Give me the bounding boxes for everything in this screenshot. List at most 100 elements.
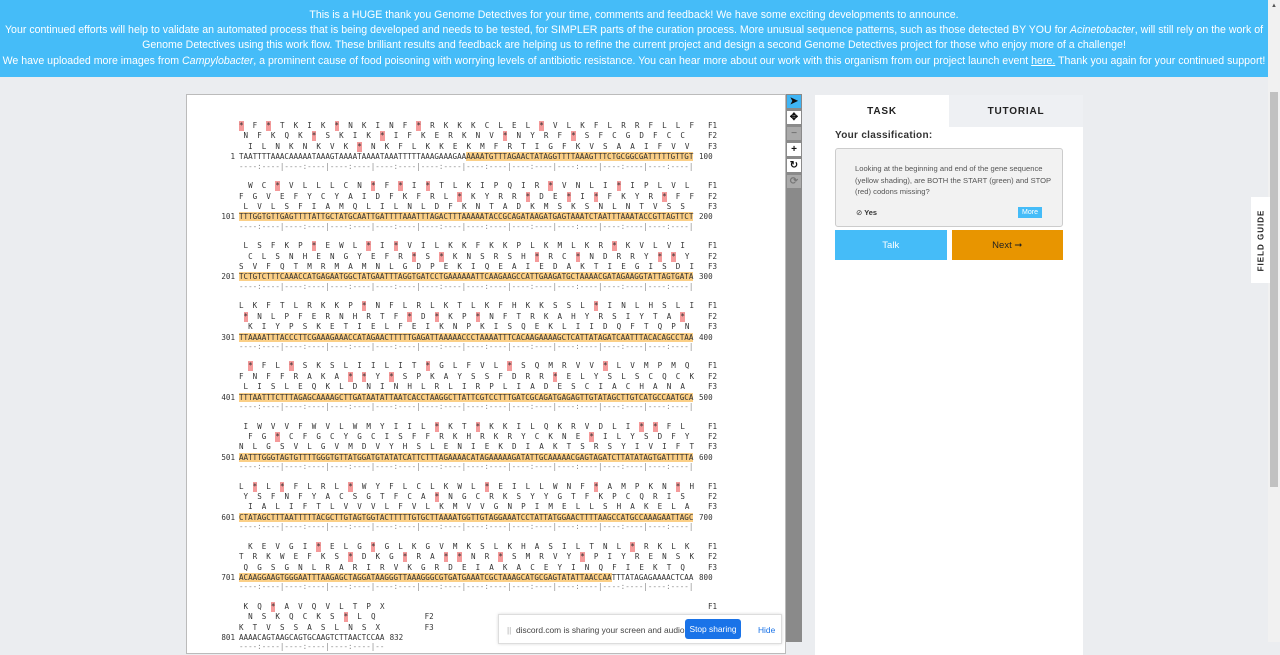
amino-acid: S [580,442,585,452]
amino-acid: F [675,191,681,201]
amino-acid: R [653,492,658,501]
amino-acid: F [239,191,244,201]
amino-acid: L [421,421,426,431]
amino-acid: T [293,262,299,271]
amino-acid: E [539,262,544,271]
dna-sequence: AATTTGGGTAGTGTTTTGGGTGTTATGGATGTATATCATT… [239,452,694,463]
amino-acid: Q [639,492,644,501]
amino-acid: K [448,241,453,251]
amino-acid: S [330,612,335,622]
amino-acid: P [461,311,467,321]
stop-codon-mark: * [657,251,663,262]
stop-codon-mark: * [675,481,681,492]
amino-acid: D [512,442,517,452]
talk-button[interactable]: Talk [835,230,947,260]
amino-acid: L [284,382,290,392]
start-position: 501 [221,452,235,462]
stop-codon-mark: * [266,121,271,131]
page-scrollbar[interactable]: ▲ [1268,0,1280,642]
amino-acid: R [507,431,512,441]
amino-acid: H [689,481,694,491]
amino-acid: K [507,541,512,551]
amino-acid: I [666,492,672,501]
frame-label: F2 [708,552,718,562]
amino-acid: L [571,241,576,251]
amino-acid: C [680,131,685,141]
amino-acid: C [612,131,617,141]
frame-label: F1 [708,421,718,431]
amino-acid: C [534,431,540,441]
amino-acid: S [361,622,367,632]
amino-acid: F [266,371,271,381]
amino-acid: R [416,301,421,311]
amino-acid: S [571,382,576,392]
amino-acid: Q [370,612,376,622]
amino-acid: V [284,421,290,431]
answer-yes[interactable]: ⊘ Yes [856,208,877,217]
amino-acid: T [461,421,467,431]
amino-acid: L [366,201,371,211]
amino-acid: K [571,201,576,211]
drag-handle-icon[interactable]: || [507,625,512,635]
rotate-icon[interactable]: ↻ [787,159,801,172]
amino-acid: Y [389,442,394,452]
amino-acid: N [598,201,603,211]
start-position: 101 [221,212,235,222]
stop-sharing-button[interactable]: Stop sharing [685,619,741,639]
banner-line: This is a HUGE thank you Genome Detectiv… [309,9,959,21]
amino-acid: L [261,141,267,151]
amino-acid: A [348,262,353,271]
amino-acid: I [261,322,267,332]
amino-acid: L [662,121,667,130]
launch-event-link[interactable]: here. [1031,54,1056,67]
amino-acid: L [243,241,249,251]
more-button[interactable]: More [1018,207,1042,218]
amino-acid: F [252,121,258,130]
tab-tutorial[interactable]: TUTORIAL [949,95,1083,127]
stop-codon-mark: * [443,552,449,563]
stop-codon-mark: * [311,241,317,252]
amino-acid: K [316,141,321,151]
amino-acid: Q [680,562,685,572]
reset-icon[interactable]: ⟳ [787,175,801,188]
move-icon[interactable]: ✥ [787,111,801,124]
amino-acid: L [343,361,349,371]
amino-acid: K [316,322,321,332]
amino-acid: L [293,301,299,311]
amino-acid: D [516,201,522,211]
amino-acid: N [302,141,308,151]
amino-acid: F [493,141,499,151]
amino-acid: L [339,382,344,392]
amino-acid: L [607,121,613,130]
amino-acid: Y [530,492,535,501]
viewer-toolbar: ➤ ✥ − + ↻ ⟳ [786,94,802,642]
amino-acid: V [639,241,644,251]
stop-codon-mark: * [653,421,658,432]
sequence-viewer[interactable]: * F * T K I K * N K I N F * R K K K C L E L * V L K F L R R F L L F F1 N F K Q… [186,94,786,654]
amino-acid: L [680,421,685,431]
scrollbar-thumb[interactable] [1270,92,1278,487]
amino-acid: Q [243,562,249,572]
stop-codon-mark: * [311,131,317,142]
amino-acid: Q [598,562,603,572]
pointer-icon[interactable]: ➤ [787,95,801,108]
field-guide-tab[interactable]: FIELD GUIDE [1251,197,1270,283]
stop-codon-mark: * [475,421,481,432]
scroll-up-icon[interactable]: ▲ [1271,3,1277,9]
hide-button[interactable]: Hide [758,625,776,635]
dna-sequence: TTAAAATTTACCCTTCGAAAGAAACCATAGAACTTTTTGA… [239,332,694,343]
zoom-out-icon[interactable]: − [787,127,801,140]
amino-acid: A [630,141,635,151]
amino-acid: F [384,181,390,191]
amino-acid: H [571,311,576,321]
tab-task[interactable]: TASK [867,105,897,117]
stop-codon-mark: * [398,181,403,192]
amino-acid: P [416,371,421,381]
zoom-in-icon[interactable]: + [787,143,801,156]
stop-codon-mark: * [575,251,581,262]
amino-acid: D [639,131,644,141]
amino-acid: Y [307,191,312,201]
next-button[interactable]: Next ➞ [951,230,1063,260]
amino-acid: N [339,311,344,321]
amino-acid: L [402,301,408,311]
